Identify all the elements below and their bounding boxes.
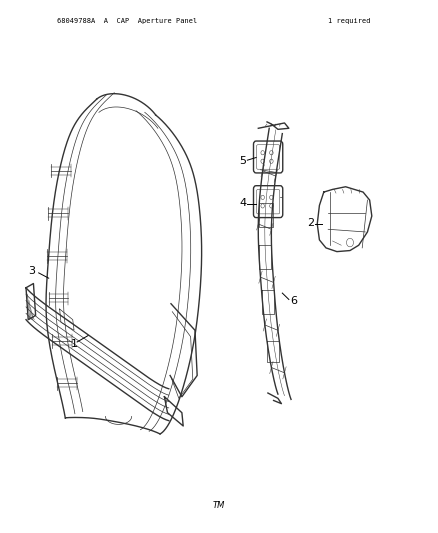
Text: TM: TM [213,501,225,510]
Text: 2: 2 [307,218,314,228]
Text: 3: 3 [28,266,35,276]
Text: 68049788A  A  CAP  Aperture Panel: 68049788A A CAP Aperture Panel [57,18,198,23]
Text: 5: 5 [240,156,247,166]
Text: 6: 6 [290,296,297,306]
Text: 1 required: 1 required [328,18,371,23]
Text: 1: 1 [71,338,78,349]
Text: 4: 4 [240,198,247,208]
